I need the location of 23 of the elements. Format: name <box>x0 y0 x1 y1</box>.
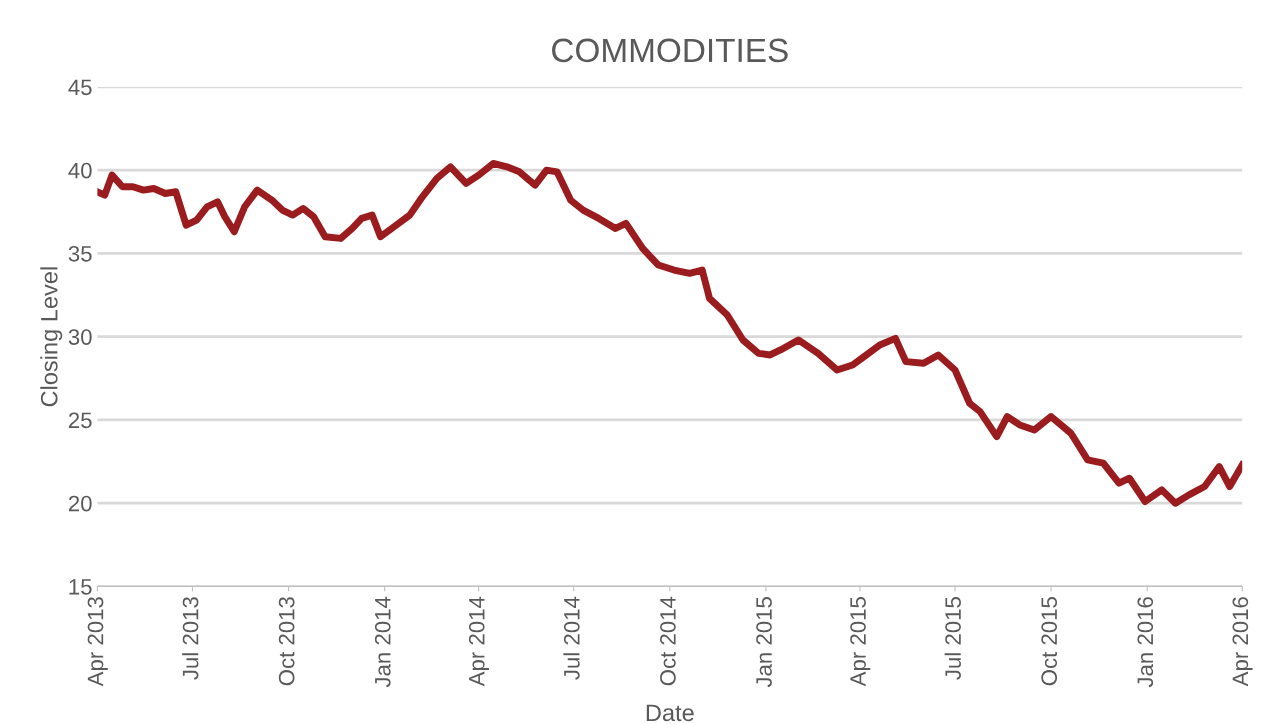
x-tick-label: Jul 2013 <box>182 597 199 680</box>
x-axis-title: Date <box>646 704 694 722</box>
x-tick-label: Jul 2014 <box>563 596 580 680</box>
y-tick-label: 20 <box>68 495 92 512</box>
x-tick-label: Oct 2014 <box>660 596 676 686</box>
y-tick-label: 45 <box>68 79 92 96</box>
x-tick-label: Jul 2015 <box>944 597 961 680</box>
x-tick-label: Jan 2015 <box>756 597 772 688</box>
x-tick-label: Apr 2014 <box>468 596 490 687</box>
y-tick-label: 40 <box>68 162 92 179</box>
x-tick-label: Jan 2016 <box>1137 597 1154 688</box>
y-tick-label: 15 <box>69 579 92 595</box>
x-tick-label: Apr 2013 <box>87 597 108 687</box>
y-tick-label: 30 <box>68 329 92 345</box>
y-tick-label: 25 <box>68 412 92 429</box>
x-tick-label: Jan 2014 <box>374 596 391 688</box>
x-tick-label: Oct 2013 <box>278 597 295 686</box>
x-tick-label: Apr 2015 <box>850 597 871 687</box>
y-axis-title: Closing Level <box>40 267 63 407</box>
y-tick-label: 35 <box>68 245 92 262</box>
x-tick-label: Apr 2016 <box>1232 597 1253 687</box>
chart-title: COMMODITIES <box>552 38 788 63</box>
x-tick-label: Oct 2015 <box>1041 597 1058 686</box>
